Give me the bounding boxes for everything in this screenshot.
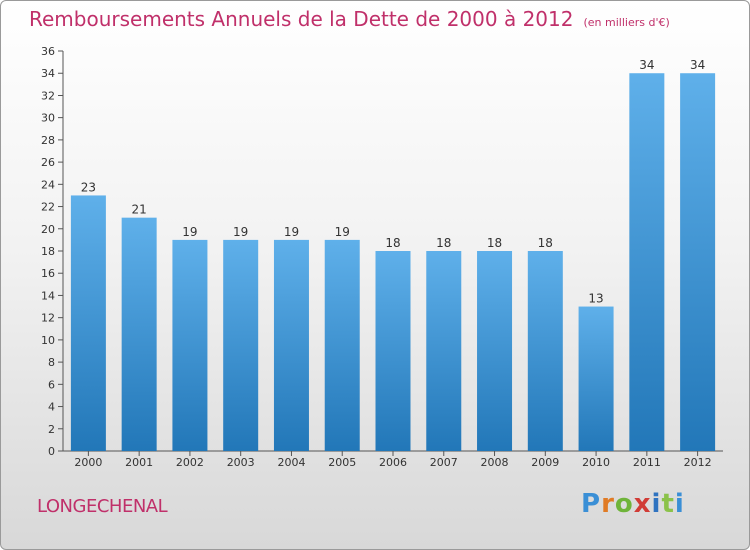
- x-tick-label: 2002: [176, 456, 204, 469]
- bar: [172, 239, 208, 451]
- logo-letter: o: [614, 489, 634, 519]
- data-label: 19: [335, 225, 350, 239]
- y-tick-label: 18: [41, 245, 55, 258]
- data-label: 18: [538, 236, 553, 250]
- y-tick-label: 36: [41, 45, 55, 58]
- bar: [477, 251, 513, 451]
- bar: [223, 239, 259, 451]
- data-label: 34: [690, 58, 705, 72]
- x-tick-label: 2004: [277, 456, 305, 469]
- chart-title: Remboursements Annuels de la Dette de 20…: [29, 7, 670, 31]
- x-tick-label: 2011: [633, 456, 661, 469]
- data-label: 18: [436, 236, 451, 250]
- y-tick-label: 4: [48, 401, 55, 414]
- y-tick-label: 22: [41, 201, 55, 214]
- y-tick-label: 0: [48, 445, 55, 458]
- proxiti-logo: Proxiti: [581, 489, 685, 519]
- bar: [527, 251, 563, 451]
- title-unit: (en milliers d'€): [583, 16, 670, 29]
- x-tick-label: 2010: [582, 456, 610, 469]
- x-tick-label: 2001: [125, 456, 153, 469]
- y-tick-label: 24: [41, 178, 55, 191]
- logo-letter: r: [601, 489, 615, 519]
- bar: [680, 73, 716, 451]
- title-text: Remboursements Annuels de la Dette de 20…: [29, 7, 574, 31]
- y-tick-label: 30: [41, 112, 55, 125]
- bar: [273, 239, 309, 451]
- x-tick-label: 2003: [227, 456, 255, 469]
- commune-name: LONGECHENAL: [37, 496, 168, 517]
- y-tick-label: 6: [48, 378, 55, 391]
- x-tick-label: 2005: [328, 456, 356, 469]
- data-label: 13: [588, 292, 603, 306]
- y-tick-label: 8: [48, 356, 55, 369]
- data-label: 34: [639, 58, 654, 72]
- logo-letter: i: [674, 489, 685, 519]
- data-label: 18: [385, 236, 400, 250]
- data-label: 19: [233, 225, 248, 239]
- logo-letter: i: [651, 489, 662, 519]
- y-tick-label: 34: [41, 67, 55, 80]
- y-tick-label: 32: [41, 89, 55, 102]
- bar: [426, 251, 462, 451]
- bar: [121, 217, 157, 451]
- data-label: 19: [182, 225, 197, 239]
- y-tick-label: 28: [41, 134, 55, 147]
- y-tick-label: 10: [41, 334, 55, 347]
- data-label: 19: [284, 225, 299, 239]
- bar: [578, 306, 614, 451]
- x-tick-label: 2007: [430, 456, 458, 469]
- data-label: 21: [132, 203, 147, 217]
- logo-letter: P: [581, 489, 602, 519]
- y-tick-label: 12: [41, 312, 55, 325]
- x-tick-label: 2000: [74, 456, 102, 469]
- data-label: 23: [81, 180, 96, 194]
- y-tick-label: 20: [41, 223, 55, 236]
- y-tick-label: 16: [41, 267, 55, 280]
- logo-letter: x: [633, 489, 652, 519]
- x-tick-label: 2009: [531, 456, 559, 469]
- bar: [375, 251, 411, 451]
- logo-letter: t: [661, 489, 675, 519]
- bar: [324, 239, 360, 451]
- x-tick-label: 2008: [481, 456, 509, 469]
- y-tick-label: 14: [41, 289, 55, 302]
- x-tick-label: 2006: [379, 456, 407, 469]
- bar: [629, 73, 665, 451]
- bar: [70, 195, 106, 451]
- y-tick-label: 26: [41, 156, 55, 169]
- x-tick-label: 2012: [684, 456, 712, 469]
- data-label: 18: [487, 236, 502, 250]
- y-tick-label: 2: [48, 423, 55, 436]
